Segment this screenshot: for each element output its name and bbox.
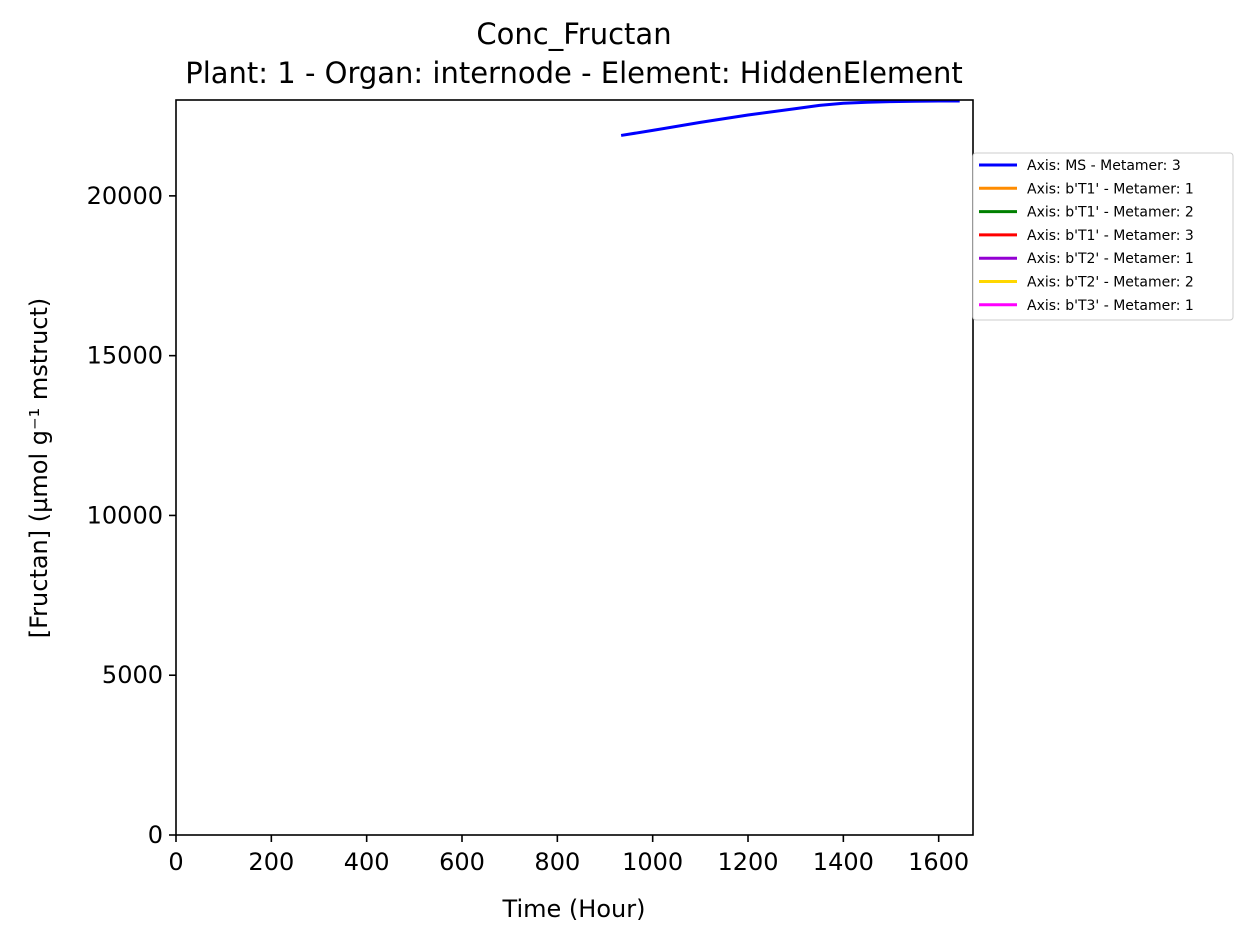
chart-subtitle: Plant: 1 - Organ: internode - Element: H… bbox=[185, 56, 963, 90]
x-axis-ticks: 0 200 400 600 800 1000 1200 1400 1600 bbox=[168, 835, 969, 876]
series-line-0 bbox=[620, 99, 960, 137]
y-tick-label: 15000 bbox=[87, 342, 163, 370]
legend: Axis: MS - Metamer: 3 Axis: b'T1' - Metam… bbox=[972, 152, 1234, 321]
y-tick-label: 0 bbox=[148, 821, 163, 849]
legend-entry-label: Axis: b'T1' - Metamer: 1 bbox=[1027, 181, 1194, 197]
chart-title: Conc_Fructan bbox=[476, 17, 671, 51]
y-axis-ticks: 0 5000 10000 15000 20000 bbox=[87, 182, 176, 849]
y-tick-label: 10000 bbox=[87, 501, 163, 529]
x-tick-label: 600 bbox=[439, 848, 485, 876]
x-tick-label: 200 bbox=[248, 848, 294, 876]
legend-entry-label: Axis: MS - Metamer: 3 bbox=[1027, 158, 1181, 174]
x-tick-label: 1400 bbox=[813, 848, 874, 876]
plot-series bbox=[620, 99, 960, 137]
y-tick-label: 5000 bbox=[102, 661, 163, 689]
x-tick-label: 800 bbox=[534, 848, 580, 876]
y-tick-label: 20000 bbox=[87, 182, 163, 210]
x-tick-label: 1600 bbox=[908, 848, 969, 876]
legend-entry-label: Axis: b'T1' - Metamer: 2 bbox=[1027, 205, 1194, 221]
x-tick-label: 1000 bbox=[622, 848, 683, 876]
legend-entry-label: Axis: b'T3' - Metamer: 1 bbox=[1027, 298, 1194, 314]
legend-box bbox=[972, 152, 1234, 321]
x-tick-label: 400 bbox=[344, 848, 390, 876]
x-axis-label: Time (Hour) bbox=[502, 895, 646, 923]
y-axis-label: [Fructan] (µmol g⁻¹ mstruct) bbox=[25, 298, 53, 639]
plot-area-frame bbox=[175, 99, 974, 836]
legend-entry-label: Axis: b'T1' - Metamer: 3 bbox=[1027, 228, 1194, 244]
x-tick-label: 0 bbox=[168, 848, 183, 876]
legend-entry-label: Axis: b'T2' - Metamer: 2 bbox=[1027, 275, 1194, 291]
x-tick-label: 1200 bbox=[717, 848, 778, 876]
legend-entry-label: Axis: b'T2' - Metamer: 1 bbox=[1027, 251, 1194, 267]
